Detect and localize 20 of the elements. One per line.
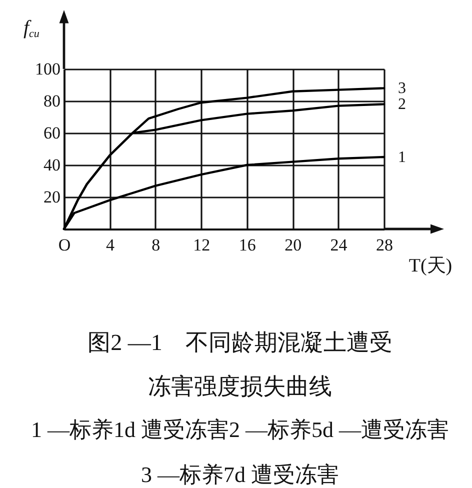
y-tick-label: 80 bbox=[44, 92, 60, 110]
x-tick-label: 24 bbox=[330, 236, 348, 254]
y-tick-label: 40 bbox=[44, 156, 60, 174]
x-tick-label: 8 bbox=[152, 236, 160, 254]
x-tick-label: 28 bbox=[376, 236, 393, 254]
y-tick-label: 100 bbox=[35, 60, 60, 78]
y-tick-label: 60 bbox=[44, 124, 60, 142]
series-label: 3 bbox=[398, 80, 406, 98]
x-tick-label: O bbox=[58, 236, 71, 254]
x-tick-label: 16 bbox=[238, 236, 256, 254]
text: 3 —标养7d 遭受冻害 bbox=[141, 462, 339, 487]
text: 1 —标养1d 遭受冻害2 —标养5d —遭受冻害 bbox=[31, 417, 449, 442]
series-label: 2 bbox=[398, 96, 406, 114]
series-label: 1 bbox=[398, 149, 406, 166]
text: 图2 —1 不同龄期混凝土遭受冻害强度损失曲线 bbox=[88, 330, 392, 399]
x-tick-label: 4 bbox=[106, 236, 115, 254]
x-tick-label: 12 bbox=[193, 236, 210, 254]
y-tick-label: 20 bbox=[44, 188, 60, 206]
x-axis-title: T(天) bbox=[408, 256, 452, 276]
x-tick-label: 20 bbox=[284, 236, 302, 254]
